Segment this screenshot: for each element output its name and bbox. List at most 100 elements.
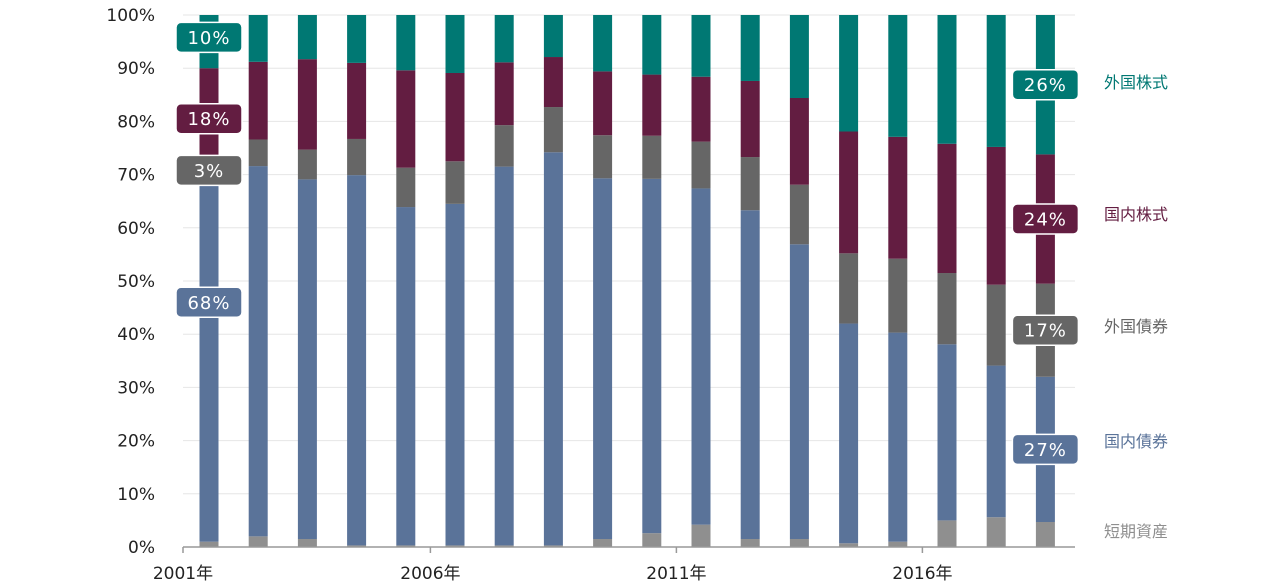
bar-segment (740, 157, 760, 211)
y-tick-label: 100% (106, 6, 155, 26)
bar-segment (347, 175, 367, 546)
callout-box (175, 102, 243, 135)
callout: 3% (175, 154, 243, 187)
callout: 24% (1011, 203, 1080, 235)
x-tick-label: 2006年 (400, 564, 460, 584)
callout-box (1011, 433, 1080, 466)
bar-segment (297, 59, 317, 150)
callout-box (175, 154, 243, 187)
bar-segment (593, 178, 613, 540)
bar-segment (789, 97, 809, 185)
x-tick-label: 2001年 (153, 564, 213, 584)
bar-segment (789, 539, 809, 547)
bar-segment (789, 184, 809, 245)
bar-segment (986, 365, 1006, 518)
bar-segment (937, 273, 957, 345)
callout-label: 26% (1024, 75, 1067, 96)
bar-segment (347, 62, 367, 139)
x-tick-label: 2016年 (892, 564, 952, 584)
bar-segment (986, 284, 1006, 366)
axes: 0% 10% 20% 30% 40% 50% 60% 70% 80% 90% 100% 2001年 20… (106, 6, 1075, 584)
callout-box (175, 21, 243, 54)
bar-segment (740, 210, 760, 540)
bar-segment (445, 72, 465, 162)
y-tick-label: 0% (128, 538, 155, 558)
bar-segment (691, 188, 711, 525)
callout: 18% (175, 102, 243, 135)
bar-segment (445, 15, 465, 73)
bar-segment (297, 539, 317, 547)
bar-segment (543, 15, 563, 58)
bar-segment (445, 161, 465, 204)
grid (183, 14, 1075, 495)
bar-segment (839, 131, 859, 254)
callout-box (1011, 68, 1080, 101)
bar-segment (691, 76, 711, 142)
bar-segment (691, 141, 711, 189)
callout: 68% (175, 286, 243, 319)
bar-segment (1035, 521, 1055, 547)
bar-segment (986, 15, 1006, 147)
bar-segment (445, 545, 465, 547)
y-tick-label: 80% (117, 112, 155, 132)
bar-segment (396, 207, 416, 546)
bar-segment (396, 167, 416, 208)
y-tick-label: 50% (117, 272, 155, 292)
callout-box (175, 286, 243, 319)
bar-segment (888, 258, 908, 333)
callout: 26% (1011, 68, 1080, 101)
legend-label: 国内株式 (1104, 205, 1168, 224)
callout-label: 68% (187, 293, 230, 314)
bar-segment (642, 74, 662, 136)
legend-label: 外国株式 (1104, 73, 1168, 92)
bar-segment (297, 15, 317, 60)
bar-segment (642, 178, 662, 534)
bar-segment (543, 107, 563, 153)
bar-segment (543, 57, 563, 108)
bar-segment (593, 71, 613, 136)
y-tick-label: 30% (117, 378, 155, 398)
callout-label: 10% (187, 28, 230, 49)
bar-segment (593, 15, 613, 72)
legend-label: 外国債券 (1104, 317, 1168, 336)
bar-segment (347, 15, 367, 63)
callout-label: 17% (1024, 321, 1067, 342)
legend-label: 国内債券 (1104, 432, 1168, 451)
bar-segment (593, 539, 613, 547)
bar-segment (691, 15, 711, 77)
bar-segment (494, 15, 514, 63)
bar-segment (593, 135, 613, 179)
bar-segment (297, 149, 317, 180)
bar-segment (937, 344, 957, 521)
bar-segment (937, 143, 957, 274)
bar-segment (642, 135, 662, 179)
callout-label: 3% (194, 161, 225, 182)
callout-box (1011, 314, 1080, 346)
callouts: 10% 18% 3% 68% 26% 24% 17% 27% (175, 21, 1080, 466)
bar-segment (740, 15, 760, 81)
bar-segment (789, 15, 809, 98)
bar-segment (642, 15, 662, 75)
callout-label: 24% (1024, 210, 1067, 231)
bar-segment (297, 179, 317, 540)
bar-segment (494, 125, 514, 167)
bar-segment (888, 332, 908, 542)
bar-segment (494, 166, 514, 546)
y-tick-label: 60% (117, 219, 155, 239)
bar-segment (445, 203, 465, 546)
bar-segment (248, 166, 268, 537)
bar-segment (248, 61, 268, 140)
bar-segment (888, 15, 908, 137)
bar-segment (248, 15, 268, 62)
bar-segment (937, 15, 957, 144)
bar-segment (248, 139, 268, 167)
bar-segment (986, 517, 1006, 547)
bar-segment (789, 244, 809, 540)
bar-segment (396, 545, 416, 547)
bar-segment (740, 80, 760, 158)
bar-segment (839, 15, 859, 132)
bar-segment (888, 136, 908, 259)
bar-segment (839, 323, 859, 544)
bar-segment (199, 185, 219, 542)
